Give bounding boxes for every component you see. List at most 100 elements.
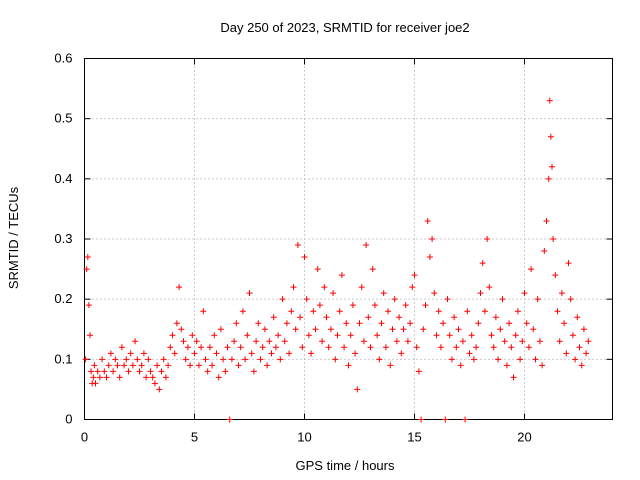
data-point [462,416,469,423]
data-point [512,332,519,339]
data-point [514,308,521,315]
data-point [561,320,568,327]
data-point [151,380,158,387]
data-point [266,338,273,345]
data-point [583,350,590,357]
y-tick-label: 0.5 [54,111,72,126]
data-point [411,272,418,279]
data-point [332,356,339,363]
data-point [257,356,264,363]
data-point [264,362,271,369]
data-point [253,338,260,345]
data-point [554,308,561,315]
data-point [275,332,282,339]
data-point [96,374,103,381]
data-point [530,326,537,333]
data-point [543,217,550,224]
data-point [422,302,429,309]
data-point [283,320,290,327]
y-tick-label: 0.2 [54,291,72,306]
y-axis: 0 0.1 0.2 0.3 0.4 0.5 0.6 [54,51,613,427]
data-point [563,350,570,357]
data-point [424,217,431,224]
data-point [385,308,392,315]
chart-title: Day 250 of 2023, SRMTID for receiver joe… [220,20,469,35]
data-point [354,386,361,393]
data-point [261,326,268,333]
data-point [211,332,218,339]
data-point [169,332,176,339]
data-point [182,356,189,363]
data-point [387,362,394,369]
data-point [549,163,555,170]
data-point [539,362,546,369]
data-point [173,320,180,327]
data-point [356,320,363,327]
data-point [404,338,411,345]
data-point [457,362,464,369]
data-point [365,314,372,321]
data-point [426,254,433,261]
data-point [455,326,462,333]
data-point [299,344,306,351]
data-point [389,326,396,333]
data-point [290,284,297,291]
data-point [532,356,539,363]
data-point [382,344,389,351]
data-point [90,374,97,381]
data-point [149,374,156,381]
x-axis: 0 5 10 15 20 [81,58,532,445]
data-point [380,290,387,297]
data-point [156,386,163,393]
data-point [437,344,444,351]
data-point [550,236,557,242]
y-tick-label: 0.1 [54,351,72,366]
data-point [91,362,98,369]
data-point [319,338,326,345]
data-point [255,320,262,327]
data-point [303,296,310,303]
data-point [297,314,304,321]
data-point [167,344,174,351]
data-point [334,332,341,339]
data-point [125,368,132,375]
data-point [132,338,139,345]
data-point [444,296,451,303]
data-point [338,272,345,279]
data-point [503,362,510,369]
data-point [129,362,136,369]
data-point [376,356,383,363]
data-point [308,350,315,357]
data-point [347,332,354,339]
data-point [488,332,495,339]
data-point [391,296,398,303]
data-point [222,368,229,375]
data-point [345,362,352,369]
data-point [585,338,592,345]
data-point [127,350,134,357]
data-point [448,356,455,363]
data-point [140,350,147,357]
data-point [525,344,532,351]
data-point [363,242,370,249]
data-point [118,344,125,351]
data-point [235,362,242,369]
data-point [325,344,332,351]
data-point [534,296,541,303]
data-point [99,356,106,363]
data-point [565,260,572,267]
data-point [233,320,240,327]
data-point [453,344,460,351]
data-point [178,326,185,333]
data-point [147,368,154,375]
data-point [114,362,121,369]
data-point [499,296,506,303]
data-point [429,236,436,242]
data-point [314,266,321,273]
data-point [217,326,224,333]
data-point [481,308,488,315]
data-point [84,254,91,261]
data-point [83,266,90,273]
data-point [336,308,343,315]
data-point [184,344,191,351]
